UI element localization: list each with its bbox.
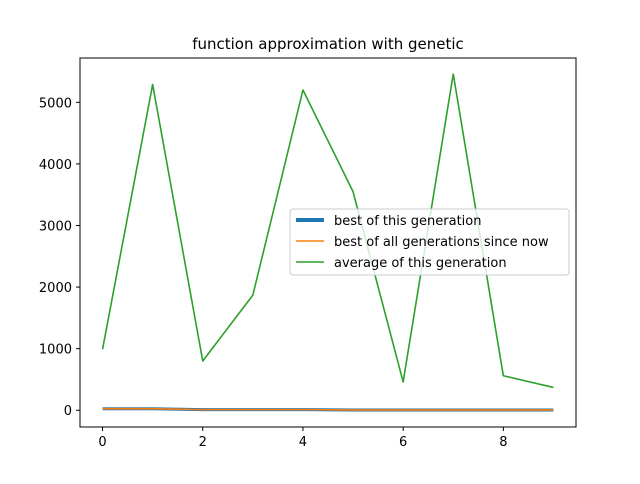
- legend-box: [289, 208, 570, 276]
- y-tick-label: 1000: [39, 343, 72, 358]
- y-tick-label: 0: [64, 404, 72, 419]
- chart-title: function approximation with genetic: [192, 35, 464, 53]
- legend: best of this generation best of all gener…: [289, 208, 570, 276]
- legend-label-2: best of all generations since now: [334, 235, 549, 250]
- x-tick-label: 2: [199, 435, 207, 450]
- series-line-2: [102, 407, 554, 411]
- legend-label-3: average of this generation: [334, 256, 507, 271]
- x-tick-label: 4: [299, 435, 307, 450]
- x-tick-label: 0: [98, 435, 106, 450]
- x-axis: 0 2 4 6 8: [98, 427, 507, 450]
- x-tick-label: 6: [399, 435, 407, 450]
- legend-label-1: best of this generation: [334, 214, 481, 229]
- y-tick-label: 2000: [39, 281, 72, 296]
- plot-frame: [79, 57, 577, 428]
- y-tick-label: 3000: [39, 220, 72, 235]
- y-tick-label: 4000: [39, 158, 72, 173]
- y-axis: 0 1000 2000 3000 4000 5000: [39, 96, 80, 419]
- y-tick-label: 5000: [39, 96, 72, 111]
- x-tick-label: 8: [499, 435, 507, 450]
